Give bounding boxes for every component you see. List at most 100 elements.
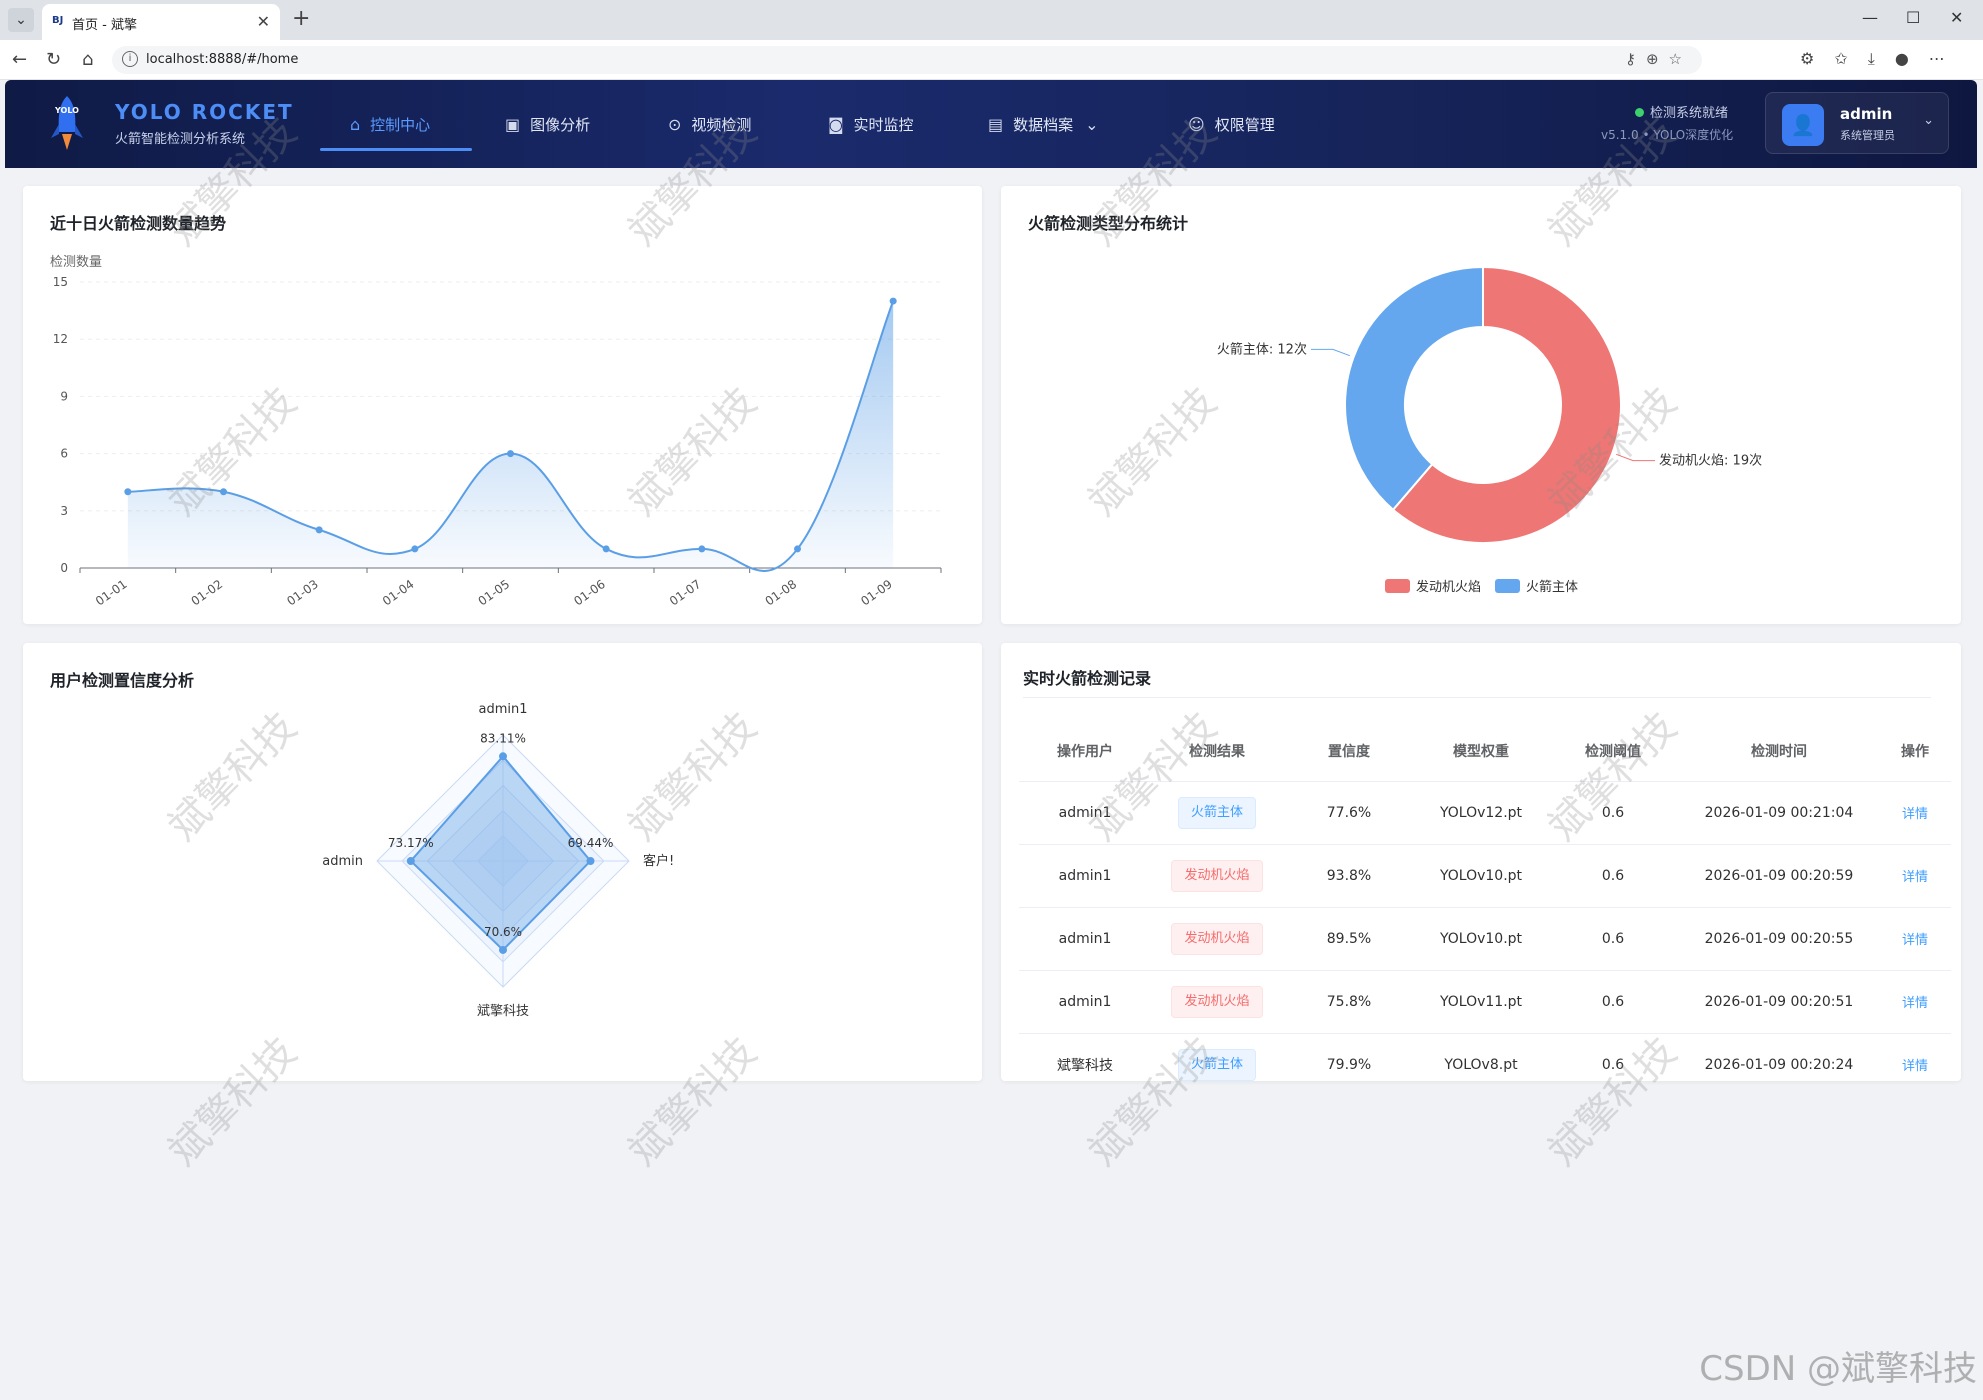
url-field[interactable]: i localhost:8888/#/home ⚷⊕☆ [112,46,1702,74]
app-header: YOLO YOLO ROCKET 火箭智能检测分析系统 ⌂ 控制中心 ▣ 图像分… [5,80,1977,168]
slice-leader-line [1310,348,1351,357]
nav-realtime-monitor[interactable]: ◙ 实时监控 [828,80,914,168]
cell-result: 火箭主体 [1151,781,1283,845]
nav-label: 图像分析 [530,115,591,134]
nav-dashboard[interactable]: ⌂ 控制中心 [350,80,430,168]
column-header: 检测阈值 [1547,721,1679,782]
new-tab-icon[interactable]: + [292,6,311,31]
site-info-icon[interactable]: i [122,51,138,67]
donut-slice [1344,265,1484,512]
cell-threshold: 0.6 [1547,844,1679,908]
detail-link[interactable]: 详情 [1901,1059,1928,1074]
browser-tab-bar: ⌄ BJ 首页 - 斌擎 ✕ + — ☐ ✕ [0,0,1983,40]
radar-axis-label: admin1 [478,702,527,717]
cell-action: 详情 [1879,907,1951,971]
radar-axis-label: admin [322,854,363,869]
data-point [507,450,514,458]
browser-tab[interactable]: BJ 首页 - 斌擎 ✕ [42,4,280,40]
data-point [315,526,323,534]
nav-permissions[interactable]: ☺ 权限管理 [1188,80,1275,168]
cell-threshold: 0.6 [1547,907,1679,971]
radar-value-label: 70.6% [484,925,522,939]
url-text: localhost:8888/#/home [146,52,299,67]
y-tick-label: 15 [53,275,68,289]
column-header: 模型权重 [1415,721,1547,782]
nav-image-analysis[interactable]: ▣ 图像分析 [505,80,590,168]
column-header: 检测结果 [1151,721,1283,782]
table-row: admin1 火箭主体 77.6% YOLOv12.pt 0.6 2026-01-09 0… [1019,781,1951,845]
radar-point [499,945,507,954]
legend-label: 发动机火焰 [1416,579,1481,595]
browser-toolbar-icons[interactable]: ⚙✩⤓●⋯ [1800,49,1965,68]
back-icon[interactable]: ← [12,49,28,70]
maximize-icon[interactable]: ☐ [1906,8,1921,27]
trend-card-title: 近十日火箭检测数量趋势 [50,214,227,233]
reload-icon[interactable]: ↻ [46,49,62,70]
data-point [889,297,897,305]
chevron-down-icon: ⌄ [1923,113,1934,128]
column-header: 置信度 [1283,721,1415,782]
minimize-icon[interactable]: — [1862,8,1878,27]
x-tick-label: 01-09 [858,577,895,608]
data-point [794,545,801,553]
cell-time: 2026-01-09 00:20:24 [1679,1033,1879,1081]
trend-card: 近十日火箭检测数量趋势 检测数量 0 3 6 9 12 15 01-01 01-02 01-03 0… [23,186,982,624]
image-icon: ▣ [505,114,521,134]
radar-value-label: 83.11% [480,731,526,745]
x-tick-label: 01-06 [571,577,608,608]
radar-value-label: 73.17% [388,836,434,850]
radar-axis-label: 斌擎科技 [477,1004,529,1019]
cell-user: admin1 [1019,907,1151,971]
nav-label: 权限管理 [1214,115,1275,134]
data-point [411,545,419,553]
document-icon: ▤ [988,114,1004,134]
result-tag: 发动机火焰 [1171,922,1263,955]
y-tick-label: 12 [53,332,68,346]
detail-link[interactable]: 详情 [1901,996,1928,1011]
brand-title: YOLO ROCKET [115,100,294,124]
cell-threshold: 0.6 [1547,970,1679,1034]
cell-user: 斌擎科技 [1019,1033,1151,1081]
x-tick-label: 01-03 [284,577,321,608]
version-text: v5.1.0 • YOLO深度优化 [1601,128,1734,142]
play-circle-icon: ⊙ [668,114,682,134]
cell-model: YOLOv11.pt [1415,970,1547,1034]
y-tick-label: 6 [60,447,68,461]
logo-text: YOLO [54,106,79,115]
cell-time: 2026-01-09 00:20:55 [1679,907,1879,971]
favicon-icon: BJ [52,15,64,26]
nav-video-detection[interactable]: ⊙ 视频检测 [668,80,751,168]
user-name: admin [1840,105,1893,123]
table-row: admin1 发动机火焰 75.8% YOLOv11.pt 0.6 2026-01-09 … [1019,970,1951,1034]
rocket-logo-icon: YOLO [51,96,83,150]
data-point [124,488,132,496]
cell-user: admin1 [1019,970,1151,1034]
address-actions-icon[interactable]: ⚷⊕☆ [1624,50,1692,68]
cell-result: 火箭主体 [1151,1033,1283,1081]
data-point [220,488,227,496]
radar-card: 用户检测置信度分析 83.11% 69.44% 70.6% 73.17% admin1 客… [23,643,982,1081]
window-close-icon[interactable]: ✕ [1950,8,1964,27]
user-role: 系统管理员 [1840,129,1895,142]
cell-threshold: 0.6 [1547,781,1679,845]
slice-leader-line [1615,453,1656,462]
home-page-icon[interactable]: ⌂ [82,49,94,70]
cell-model: YOLOv10.pt [1415,844,1547,908]
detail-link[interactable]: 详情 [1901,807,1928,822]
trend-chart: 检测数量 0 3 6 9 12 15 01-01 01-02 01-03 01-04 01-05 01-… [50,255,942,608]
home-icon: ⌂ [350,114,361,134]
cell-action: 详情 [1879,970,1951,1034]
tab-list-icon[interactable]: ⌄ [8,8,34,32]
user-menu[interactable]: 👤 admin 系统管理员 ⌄ [1765,92,1949,154]
result-tag: 发动机火焰 [1171,859,1263,892]
x-tick-label: 01-07 [667,577,704,608]
result-tag: 火箭主体 [1177,1048,1256,1081]
legend-swatch [1495,579,1520,593]
close-tab-icon[interactable]: ✕ [256,12,270,31]
donut-card: 火箭检测类型分布统计 发动机火焰: 19次 火箭主体: 12次 发动机火焰 火箭主体 [1001,186,1961,624]
detail-link[interactable]: 详情 [1901,870,1928,885]
nav-data-archive[interactable]: ▤ 数据档案 ⌄ [988,80,1099,168]
table-row: 斌擎科技 火箭主体 79.9% YOLOv8.pt 0.6 2026-01-09 00:2… [1019,1033,1951,1081]
detail-link[interactable]: 详情 [1901,933,1928,948]
result-tag: 火箭主体 [1177,796,1256,829]
